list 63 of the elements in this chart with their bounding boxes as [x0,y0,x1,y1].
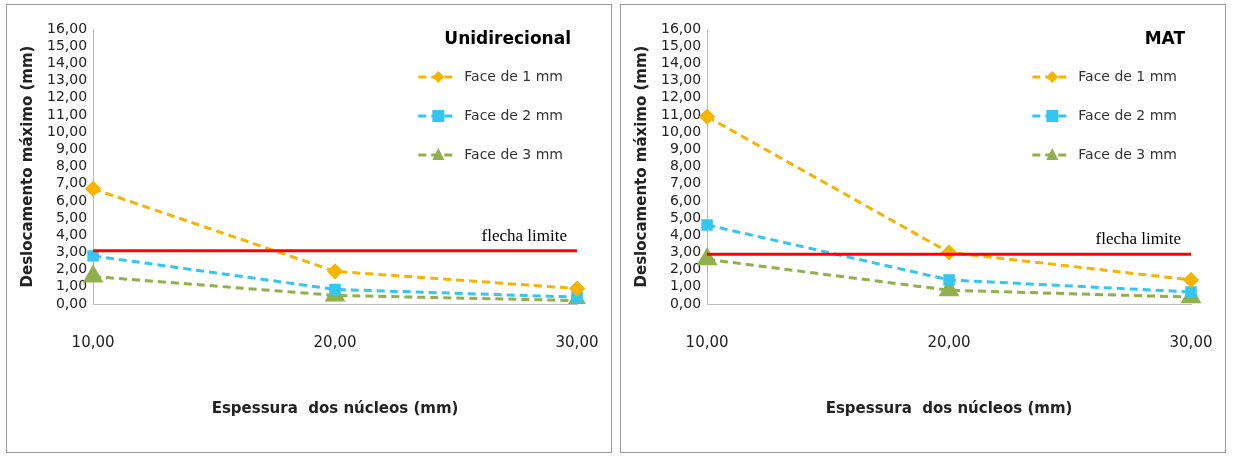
point [699,109,715,125]
legend-label: Face de 1 mm [464,67,564,84]
y-tick-label: 3,00 [669,243,702,260]
y-tick-label: 8,00 [55,157,88,174]
y-tick-label: 12,00 [46,88,88,105]
y-tick-label: 12,00 [660,88,702,105]
y-tick-label: 7,00 [669,174,702,191]
y-tick-label: 10,00 [46,122,88,139]
x-tick-label: 10,00 [71,332,115,351]
y-tick-label: 13,00 [46,71,88,88]
point [85,181,101,197]
y-tick-label: 5,00 [669,208,702,225]
point [87,250,99,262]
y-tick-label: 8,00 [669,157,702,174]
legend-label: Face de 2 mm [1078,106,1178,123]
point [1183,272,1199,288]
x-axis-title: Espessura dos núcleos (mm) [825,398,1073,417]
y-tick-label: 7,00 [55,174,88,191]
y-tick-label: 0,00 [55,294,88,311]
legend-label: Face de 3 mm [464,145,564,162]
point [701,219,713,231]
point [327,263,343,279]
y-tick-label: 4,00 [55,225,88,242]
y-tick-label: 5,00 [55,208,88,225]
legend-label: Face de 3 mm [1078,145,1178,162]
legend-label: Face de 1 mm [1078,67,1178,84]
y-tick-label: 14,00 [46,54,88,71]
x-axis-title: Espessura dos núcleos (mm) [211,398,459,417]
y-tick-label: 16,00 [660,19,702,36]
y-tick-label: 2,00 [55,260,88,277]
y-tick-label: 6,00 [669,191,702,208]
x-tick-label: 10,00 [685,332,729,351]
y-tick-label: 3,00 [55,243,88,260]
chart-title: Unidirecional [444,27,571,48]
legend-label: Face de 2 mm [464,106,564,123]
x-tick-label: 20,00 [927,332,971,351]
y-tick-label: 15,00 [46,36,88,53]
ref-line-label: flecha limite [1095,229,1181,249]
y-axis-title: Deslocamento máximo (mm) [17,45,36,288]
ref-line-label: flecha limite [481,225,567,245]
y-tick-label: 9,00 [55,139,88,156]
y-axis-title: Deslocamento máximo (mm) [631,45,650,288]
x-tick-label: 30,00 [555,332,599,351]
point [1185,286,1197,298]
y-tick-label: 2,00 [669,260,702,277]
y-tick-label: 4,00 [669,225,702,242]
y-tick-label: 15,00 [660,36,702,53]
point [569,281,585,297]
x-tick-label: 20,00 [313,332,357,351]
chart-title: MAT [1144,27,1186,48]
y-tick-label: 1,00 [55,277,88,294]
y-tick-label: 11,00 [46,105,88,122]
y-tick-label: 11,00 [660,105,702,122]
y-tick-label: 0,00 [669,294,702,311]
y-tick-label: 10,00 [660,122,702,139]
y-tick-label: 6,00 [55,191,88,208]
point [943,274,955,286]
y-tick-label: 1,00 [669,277,702,294]
y-tick-label: 14,00 [660,54,702,71]
y-tick-label: 9,00 [669,139,702,156]
y-tick-label: 13,00 [660,71,702,88]
x-tick-label: 30,00 [1169,332,1213,351]
y-tick-label: 16,00 [46,19,88,36]
